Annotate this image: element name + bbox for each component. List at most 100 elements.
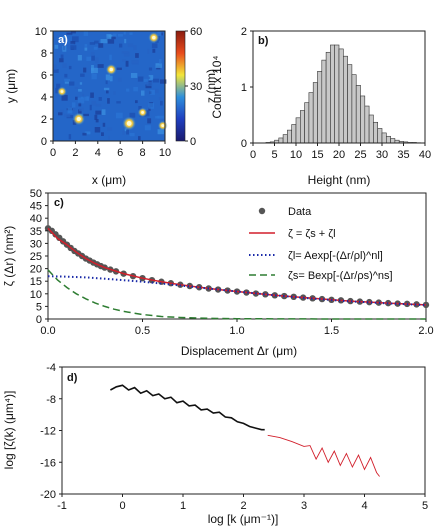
histogram-x-ticks: 0 5 10 15 20 25 30 35 40 bbox=[250, 143, 431, 161]
afm-texture bbox=[135, 100, 138, 104]
afm-texture bbox=[97, 64, 104, 68]
afm-y-tick-label: 2 bbox=[41, 114, 47, 126]
afm-texture bbox=[129, 132, 135, 137]
histogram-bar bbox=[330, 44, 335, 144]
afm-texture bbox=[94, 127, 101, 133]
afm-texture bbox=[115, 112, 123, 119]
afm-texture bbox=[148, 67, 153, 71]
histogram-bar bbox=[347, 64, 353, 144]
psd-x-tick-label: 5 bbox=[422, 500, 428, 512]
afm-texture bbox=[101, 109, 106, 115]
afm-texture bbox=[78, 102, 82, 107]
afm-y-tick-label: 4 bbox=[41, 92, 47, 104]
histogram-bar bbox=[287, 129, 292, 144]
afm-texture bbox=[152, 48, 156, 53]
afm-texture bbox=[64, 79, 70, 82]
afm-texture bbox=[130, 73, 138, 78]
psd-x-tick-label: 2 bbox=[240, 500, 246, 512]
afm-texture bbox=[144, 125, 151, 131]
afm-texture bbox=[147, 76, 151, 79]
afm-texture bbox=[95, 110, 102, 115]
panel-d-label: d) bbox=[67, 372, 78, 384]
afm-texture bbox=[157, 129, 164, 135]
afm-texture bbox=[105, 74, 111, 81]
afm-texture bbox=[90, 92, 94, 98]
afm-texture bbox=[64, 81, 69, 84]
colorbar-tick-label: 30 bbox=[190, 81, 202, 93]
afm-texture bbox=[116, 67, 122, 70]
correlation-legend: Data ζ = ζs + ζl ζl= Aexp[-(Δr/ρl)^nl] ζ… bbox=[249, 206, 393, 282]
psd-x-tick-label: 4 bbox=[361, 500, 367, 512]
histogram-y-tick-label: 2 bbox=[241, 26, 247, 38]
afm-texture bbox=[117, 77, 122, 82]
afm-feature bbox=[76, 116, 81, 122]
afm-x-axis-label: x (μm) bbox=[92, 173, 126, 187]
afm-texture bbox=[125, 60, 129, 67]
panel-b-label: b) bbox=[258, 35, 269, 47]
afm-texture bbox=[77, 55, 82, 61]
afm-texture bbox=[84, 47, 88, 51]
afm-texture bbox=[129, 32, 133, 35]
correlation-y-tick-label: 0 bbox=[36, 314, 42, 326]
afm-texture bbox=[62, 63, 67, 69]
total-fit-line bbox=[47, 227, 427, 306]
afm-texture bbox=[138, 106, 142, 111]
afm-feature bbox=[109, 67, 113, 72]
afm-texture bbox=[83, 113, 89, 117]
afm-texture bbox=[90, 51, 95, 56]
afm-texture bbox=[107, 39, 115, 44]
afm-texture bbox=[152, 78, 160, 83]
long-range-fit-line bbox=[47, 275, 427, 307]
afm-texture bbox=[143, 78, 148, 82]
afm-texture bbox=[84, 44, 88, 47]
afm-texture bbox=[82, 132, 87, 136]
afm-texture bbox=[74, 86, 79, 89]
afm-texture bbox=[101, 132, 104, 136]
afm-texture bbox=[124, 128, 128, 132]
correlation-y-tick-label: 50 bbox=[30, 188, 42, 200]
afm-x-tick-label: 10 bbox=[159, 147, 171, 159]
afm-texture bbox=[91, 67, 98, 74]
afm-texture bbox=[129, 112, 136, 118]
afm-texture bbox=[54, 44, 59, 49]
afm-texture bbox=[121, 51, 129, 54]
panel-c: c) 0.0 0.5 1.0 1.5 2.0 05101520253035404550 … bbox=[2, 188, 434, 358]
afm-texture bbox=[157, 31, 162, 36]
histogram-bar bbox=[385, 135, 391, 144]
psd-x-axis-label: log [k (μm⁻¹)] bbox=[208, 512, 279, 526]
afm-texture bbox=[160, 100, 163, 106]
histogram-bar bbox=[390, 138, 396, 144]
correlation-y-tick-label: 45 bbox=[30, 201, 42, 213]
afm-texture bbox=[102, 122, 106, 127]
psd-y-tick-label: -12 bbox=[40, 426, 56, 438]
afm-texture bbox=[151, 43, 158, 49]
afm-x-tick-label: 2 bbox=[72, 147, 78, 159]
colorbar-tick-label: 0 bbox=[190, 136, 196, 148]
afm-texture bbox=[146, 81, 153, 86]
histogram-bar bbox=[381, 132, 387, 144]
afm-texture bbox=[84, 131, 91, 135]
histogram-x-tick-label: 40 bbox=[419, 149, 431, 161]
afm-texture bbox=[123, 51, 130, 57]
afm-texture bbox=[147, 118, 152, 124]
histogram-x-tick-label: 0 bbox=[250, 149, 256, 161]
histogram-x-tick-label: 5 bbox=[271, 149, 277, 161]
afm-texture bbox=[59, 58, 64, 63]
afm-texture bbox=[68, 65, 72, 70]
afm-texture bbox=[137, 76, 144, 82]
afm-texture bbox=[70, 45, 77, 50]
histogram-bar bbox=[308, 92, 314, 144]
afm-texture bbox=[63, 113, 71, 118]
afm-texture bbox=[53, 64, 57, 70]
afm-texture bbox=[75, 96, 78, 100]
afm-texture bbox=[53, 69, 59, 73]
panel-c-label: c) bbox=[54, 197, 64, 209]
afm-texture bbox=[80, 96, 84, 99]
correlation-x-tick-label: 2.0 bbox=[418, 325, 433, 337]
afm-texture bbox=[126, 88, 130, 92]
histogram-bar bbox=[373, 121, 378, 144]
afm-texture bbox=[126, 129, 129, 135]
correlation-y-tick-label: 10 bbox=[30, 289, 42, 301]
afm-texture bbox=[107, 98, 110, 104]
